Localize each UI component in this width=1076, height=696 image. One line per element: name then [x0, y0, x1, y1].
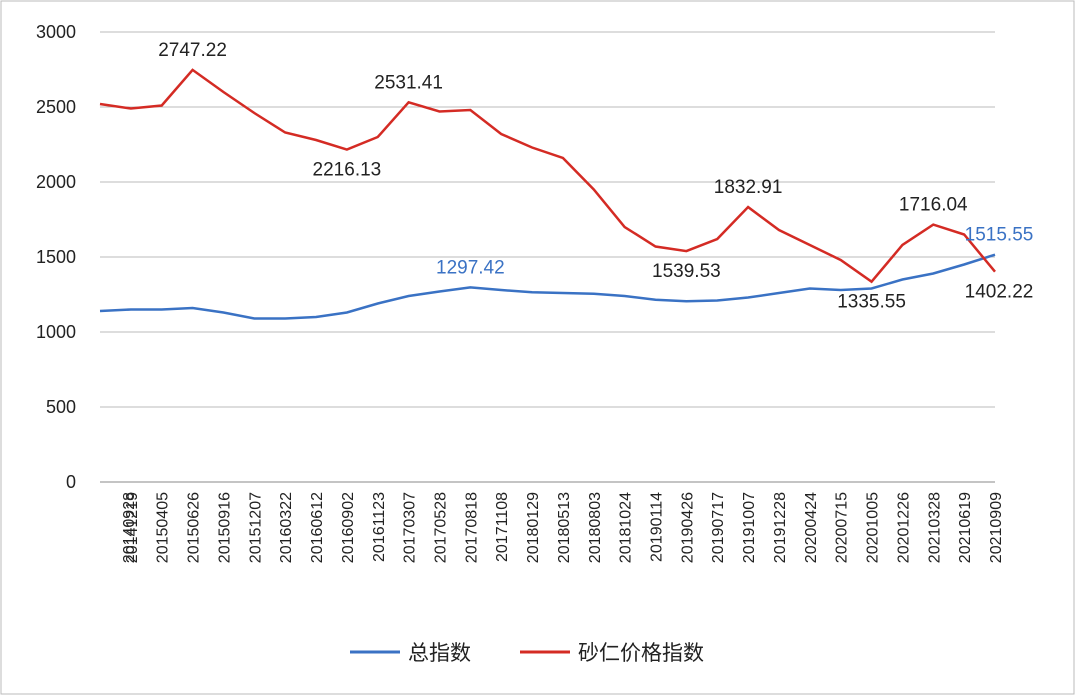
annotation: 1402.22 [965, 282, 1034, 303]
x-tick-label: 20200715 [834, 492, 851, 563]
annotation: 1335.55 [837, 292, 906, 313]
x-tick-label: 20181024 [618, 492, 635, 563]
x-tick-label: 20180803 [587, 492, 604, 563]
x-tick-label: 20151207 [247, 492, 264, 563]
x-tick-label: 20210619 [957, 492, 974, 563]
y-tick-label: 3000 [36, 22, 76, 42]
y-tick-label: 1500 [36, 247, 76, 267]
y-tick-label: 500 [46, 397, 76, 417]
x-tick-label: 20170818 [463, 492, 480, 563]
x-tick-label: 20160612 [309, 492, 326, 563]
x-tick-label: 20150916 [216, 492, 233, 563]
x-tick-label: 20210328 [926, 492, 943, 563]
x-tick-label: 20170528 [432, 492, 449, 563]
x-tick-label: 20210909 [988, 492, 1005, 563]
x-tick-label: 20140928 [121, 492, 138, 563]
x-tick-label: 20160322 [278, 492, 295, 563]
y-tick-label: 2000 [36, 172, 76, 192]
line [99, 253, 996, 320]
annotation: 2531.41 [374, 72, 443, 93]
legend-label: 砂仁价格指数 [578, 642, 704, 665]
x-tick-label: 20150626 [186, 492, 203, 563]
x-tick-label: 20191228 [772, 492, 789, 563]
x-tick-label: 20200424 [803, 492, 820, 563]
x-tick-label: 20170307 [402, 492, 419, 563]
x-tick-label: 20171108 [494, 492, 511, 562]
x-tick-label: 20150405 [155, 492, 172, 563]
x-tick-label: 20160902 [340, 492, 357, 563]
y-tick-label: 0 [66, 472, 76, 492]
annotation: 1716.04 [899, 195, 968, 216]
y-tick-label: 1000 [36, 322, 76, 342]
x-tick-label: 20180129 [525, 492, 542, 563]
x-tick-label: 20201005 [865, 492, 882, 563]
annotation: 1297.42 [436, 257, 505, 278]
annotation: 2747.22 [158, 40, 227, 61]
x-tick-label: 20190717 [710, 492, 727, 563]
x-tick-label: 20201226 [895, 492, 912, 563]
x-tick-label: 20191007 [741, 492, 758, 563]
annotation: 1539.53 [652, 261, 721, 282]
annotation: 1832.91 [714, 177, 783, 198]
x-tick-label: 20190114 [649, 492, 666, 562]
x-tick-label: 20161123 [371, 492, 388, 562]
annotation: 2216.13 [313, 160, 382, 181]
x-tick-label: 20190426 [679, 492, 696, 563]
y-tick-label: 2500 [36, 97, 76, 117]
x-tick-label: 20180513 [556, 492, 573, 563]
legend-label: 总指数 [408, 642, 471, 665]
x-tick-label: 20141219 [124, 492, 141, 563]
line [99, 68, 996, 284]
annotation: 1515.55 [965, 225, 1034, 246]
